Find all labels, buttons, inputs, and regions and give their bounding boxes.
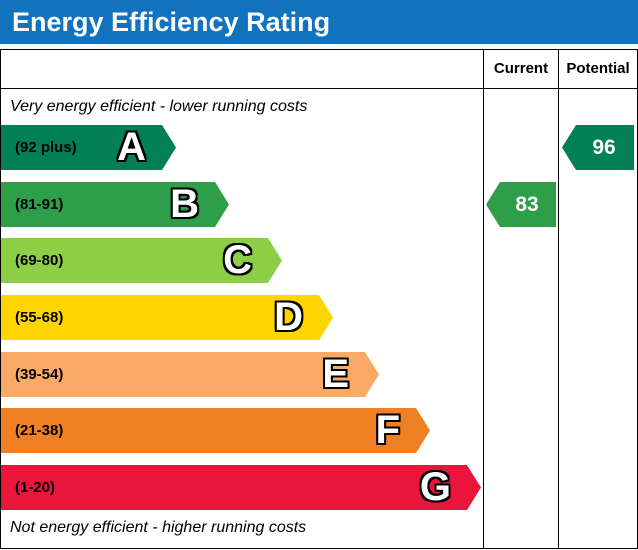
current-column-divider: [483, 50, 484, 548]
band-range-label: (69-80): [15, 252, 64, 269]
band-bar-c: (69-80) C: [1, 238, 282, 283]
bottom-note: Not energy efficient - higher running co…: [10, 519, 307, 536]
band-letter: C: [223, 238, 252, 282]
band-range-label: (81-91): [15, 196, 64, 213]
band-row-c: (69-80) C: [1, 238, 483, 283]
band-letter: B: [170, 182, 199, 226]
title-bar: Energy Efficiency Rating: [0, 0, 638, 44]
band-range-label: (21-38): [15, 422, 64, 439]
band-range-label: (39-54): [15, 366, 64, 383]
page-title: Energy Efficiency Rating: [12, 7, 331, 37]
band-row-d: (55-68) D: [1, 295, 483, 340]
band-bar-d: (55-68) D: [1, 295, 333, 340]
current-rating-arrow: 83: [486, 182, 556, 227]
band-bar-g: (1-20) G: [1, 465, 481, 510]
band-row-e: (39-54) E: [1, 352, 483, 397]
band-bar-b: (81-91) B: [1, 182, 229, 227]
top-note: Very energy efficient - lower running co…: [10, 98, 308, 115]
band-letter: E: [322, 352, 349, 396]
current-rating-value: 83: [515, 192, 539, 216]
column-header-current: Current: [493, 60, 549, 77]
potential-column-divider: [558, 50, 559, 548]
column-header-potential: Potential: [566, 60, 630, 77]
band-range-label: (55-68): [15, 309, 64, 326]
band-row-g: (1-20) G: [1, 465, 483, 510]
potential-rating-arrow: 96: [562, 125, 634, 170]
band-letter: A: [117, 125, 146, 169]
band-range-label: (92 plus): [15, 139, 77, 156]
band-bar-a: (92 plus) A: [1, 125, 176, 170]
band-bar-f: (21-38) F: [1, 408, 430, 453]
header-row-divider: [1, 88, 637, 89]
band-letter: D: [274, 295, 303, 339]
band-range-label: (1-20): [15, 479, 56, 496]
band-row-a: (92 plus) A: [1, 125, 483, 170]
band-letter: G: [419, 465, 451, 509]
band-letter: F: [375, 408, 400, 452]
band-row-f: (21-38) F: [1, 408, 483, 453]
band-bar-e: (39-54) E: [1, 352, 379, 397]
band-row-b: (81-91) B: [1, 182, 483, 227]
rating-table: Current Potential Very energy efficient …: [0, 49, 638, 549]
potential-rating-value: 96: [592, 135, 616, 159]
